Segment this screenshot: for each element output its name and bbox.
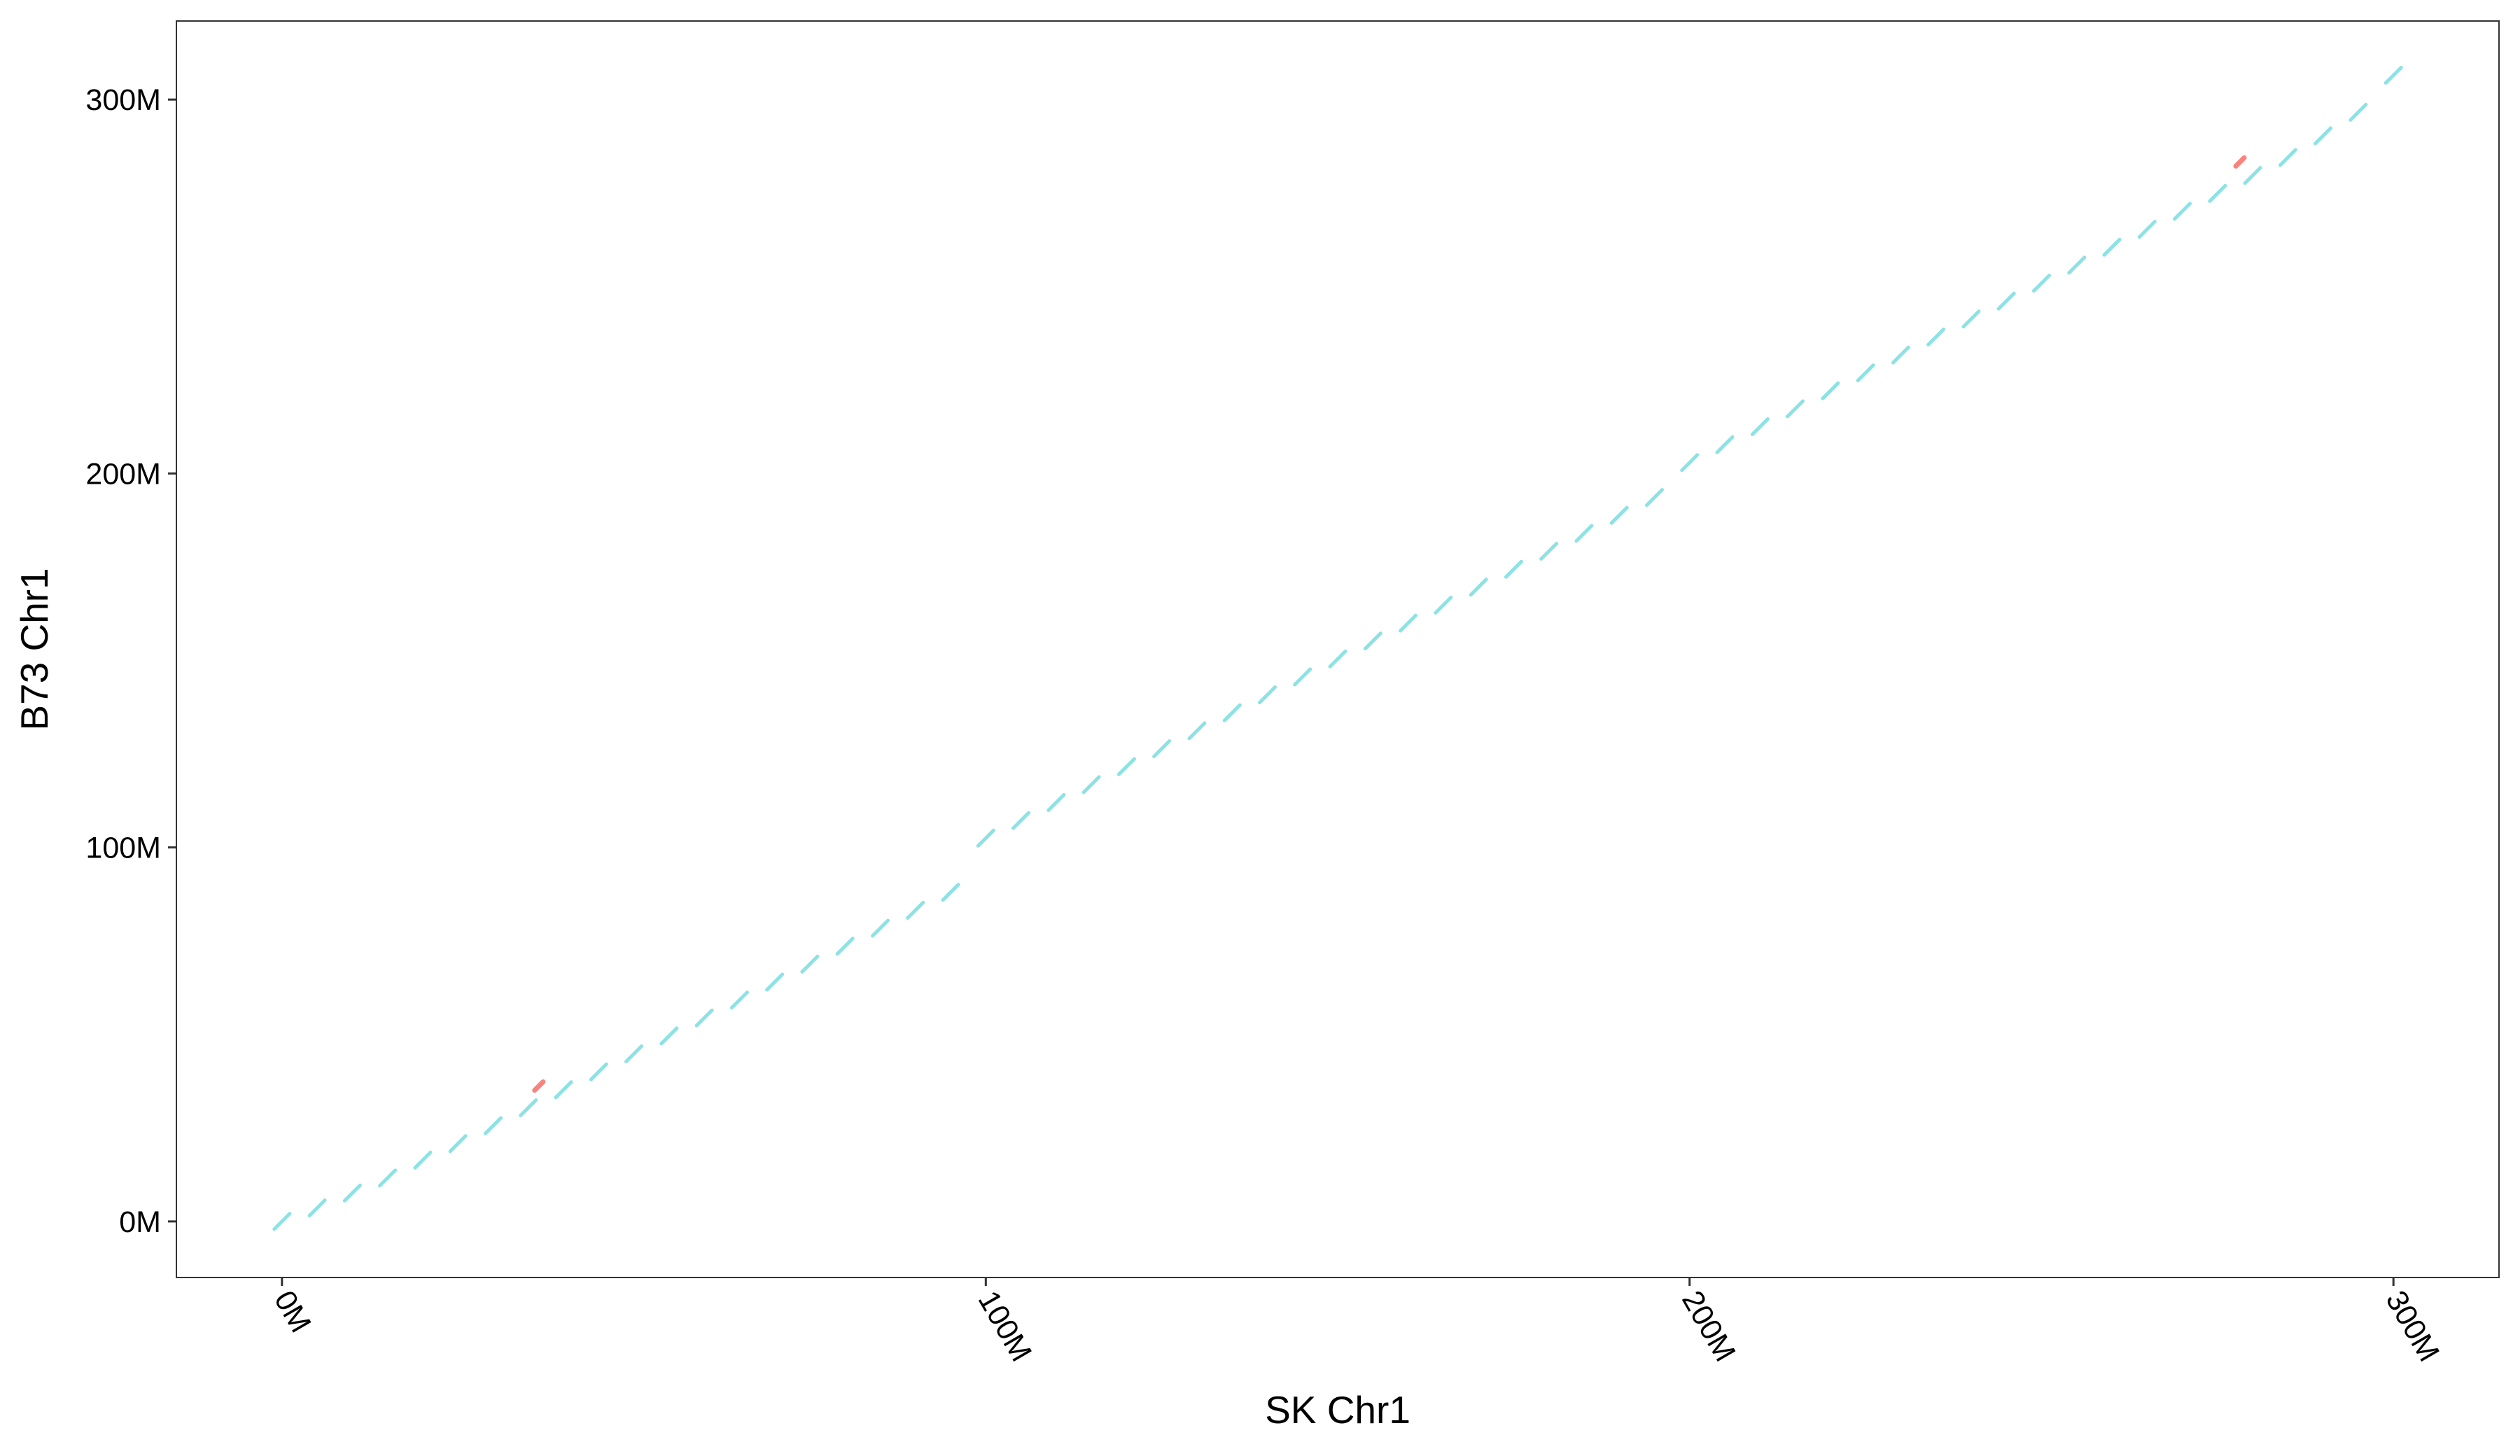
data-point xyxy=(2384,66,2403,85)
data-point xyxy=(871,918,890,938)
data-point xyxy=(2102,237,2122,257)
data-point xyxy=(342,1183,362,1203)
y-axis: 0M 100M 200M 300M xyxy=(85,83,176,1239)
data-point xyxy=(378,1168,398,1188)
data-point xyxy=(1891,345,1910,365)
data-point xyxy=(800,954,820,974)
data-point xyxy=(1469,578,1488,597)
data-point xyxy=(272,1212,292,1231)
data-point xyxy=(1996,291,2016,311)
y-tick-label: 0M xyxy=(119,1205,161,1239)
data-point xyxy=(1187,721,1207,741)
data-point xyxy=(1116,757,1136,776)
data-point xyxy=(2348,102,2368,122)
data-point xyxy=(765,972,785,992)
data-point xyxy=(624,1044,643,1063)
data-point xyxy=(906,900,925,920)
data-point xyxy=(1258,685,1277,705)
data-point xyxy=(1609,505,1629,525)
data-point xyxy=(1504,559,1523,579)
data-point xyxy=(1856,363,1875,383)
data-point xyxy=(1574,524,1594,543)
data-point xyxy=(729,990,749,1010)
data-point xyxy=(976,828,995,848)
x-axis-title: SK Chr1 xyxy=(1265,1388,1410,1432)
data-points xyxy=(272,66,2403,1231)
data-point xyxy=(835,937,855,956)
data-point xyxy=(1152,739,1172,759)
y-tick-label: 300M xyxy=(85,83,161,117)
data-point xyxy=(1046,793,1066,812)
data-point xyxy=(2278,148,2297,167)
data-point xyxy=(2173,202,2192,221)
data-point xyxy=(2314,126,2333,146)
data-point xyxy=(2137,220,2157,239)
data-point xyxy=(941,883,960,902)
data-point xyxy=(1926,327,1946,346)
data-point xyxy=(1961,309,1981,329)
data-point xyxy=(1399,613,1418,633)
data-point xyxy=(659,1026,679,1046)
data-point xyxy=(1011,811,1030,830)
plot-panel xyxy=(176,20,2500,1278)
y-axis-title: B73 Chr1 xyxy=(13,568,56,730)
data-point xyxy=(2032,274,2051,293)
data-point xyxy=(532,1079,546,1093)
data-point xyxy=(484,1116,503,1135)
data-point xyxy=(1539,542,1559,561)
data-point xyxy=(1363,631,1382,651)
data-point xyxy=(307,1198,327,1218)
data-point xyxy=(2233,155,2247,169)
data-point xyxy=(448,1134,468,1154)
data-point xyxy=(2208,183,2227,203)
y-tick-label: 200M xyxy=(85,457,161,491)
data-point xyxy=(1786,399,1805,419)
data-point xyxy=(519,1098,538,1117)
data-point xyxy=(1434,596,1453,615)
data-point xyxy=(1222,703,1242,722)
data-point xyxy=(554,1080,573,1100)
data-point xyxy=(1082,775,1101,794)
data-point xyxy=(1680,453,1700,472)
data-point xyxy=(1715,435,1735,454)
data-point xyxy=(1750,417,1770,437)
y-tick-label: 100M xyxy=(85,832,161,865)
data-point xyxy=(1645,488,1664,507)
data-point xyxy=(1821,381,1840,400)
data-point xyxy=(413,1150,433,1170)
data-point xyxy=(589,1062,608,1082)
data-point xyxy=(694,1008,714,1028)
data-point xyxy=(2067,255,2087,275)
data-point xyxy=(2243,166,2262,186)
data-point xyxy=(1293,667,1312,687)
data-point xyxy=(1328,649,1348,668)
